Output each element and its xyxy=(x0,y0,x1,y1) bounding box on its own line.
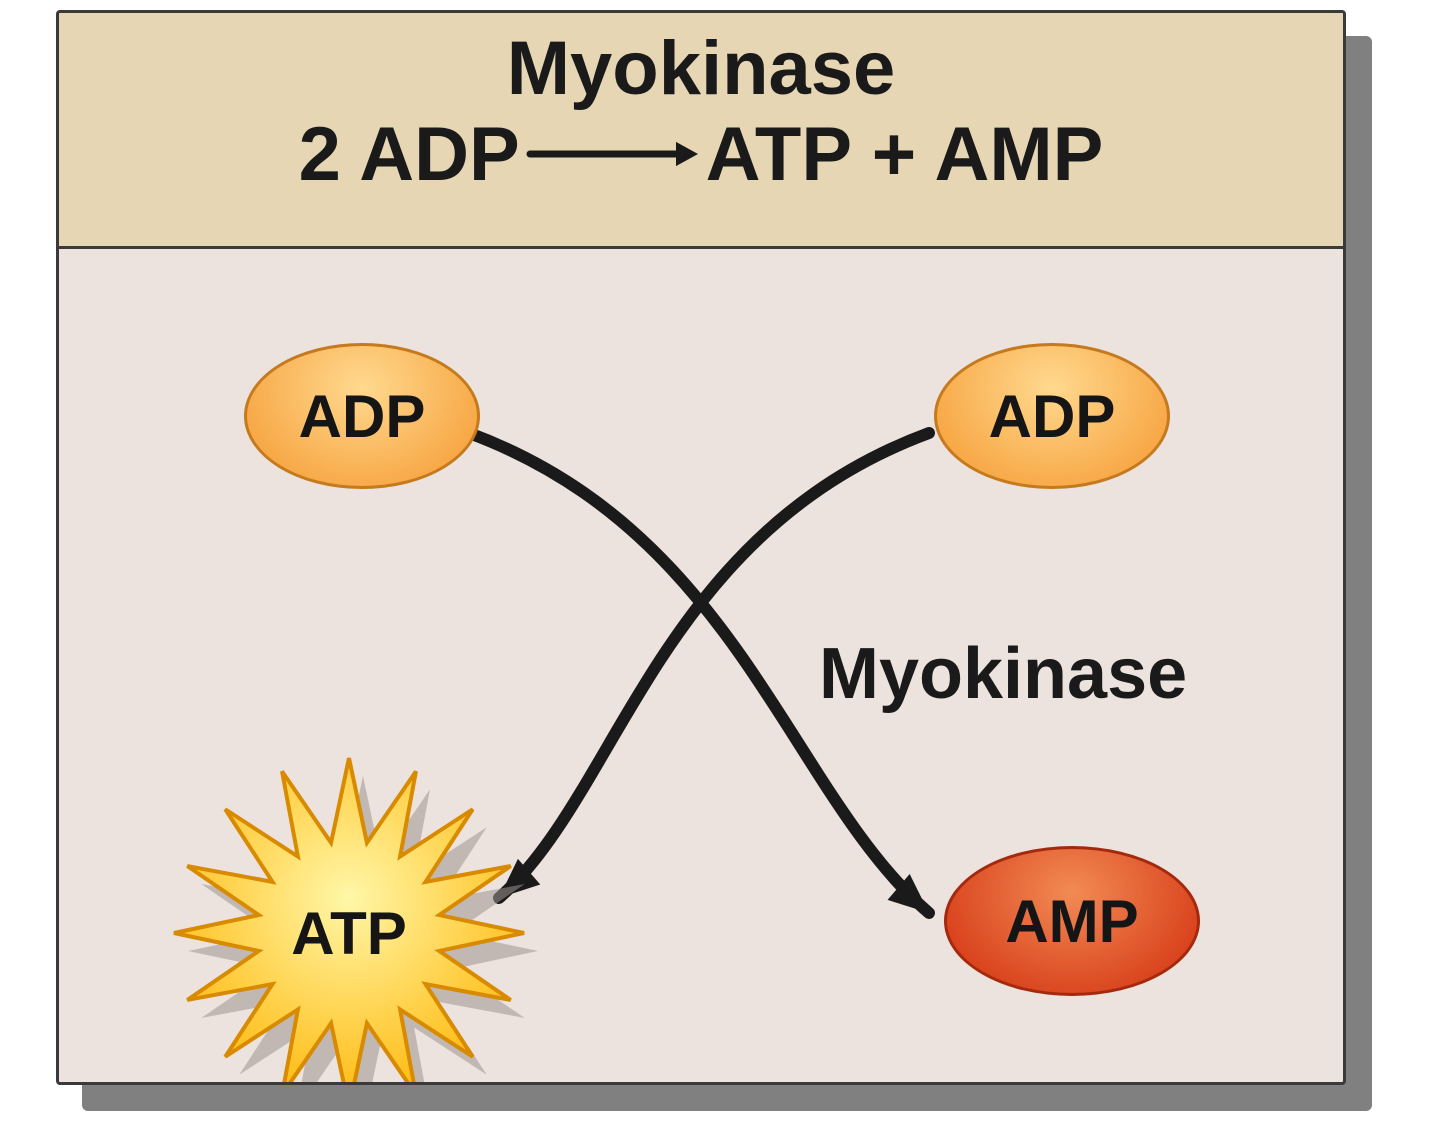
node-adp-right: ADP xyxy=(934,343,1170,489)
node-atp-label: ATP xyxy=(154,738,544,1085)
page-root: Myokinase 2 ADP ATP + AMP ADP ADP AMP xyxy=(0,0,1440,1131)
node-adp-right-label: ADP xyxy=(989,382,1116,451)
node-amp-label: AMP xyxy=(1005,887,1138,956)
eq-left: 2 ADP xyxy=(299,111,520,198)
eq-arrow-icon xyxy=(528,134,698,174)
eq-right: ATP + AMP xyxy=(706,111,1104,198)
enzyme-label: Myokinase xyxy=(819,633,1187,715)
header-title: Myokinase xyxy=(59,13,1343,109)
diagram-panel: Myokinase 2 ADP ATP + AMP ADP ADP AMP xyxy=(56,10,1346,1085)
panel-body: ADP ADP AMP ATP Myokinase xyxy=(59,249,1343,1082)
panel-header: Myokinase 2 ADP ATP + AMP xyxy=(59,13,1343,249)
node-adp-left-label: ADP xyxy=(299,382,426,451)
node-amp: AMP xyxy=(944,846,1200,996)
reaction-equation: 2 ADP ATP + AMP xyxy=(299,111,1104,198)
node-atp: ATP xyxy=(154,738,544,1085)
node-adp-left: ADP xyxy=(244,343,480,489)
